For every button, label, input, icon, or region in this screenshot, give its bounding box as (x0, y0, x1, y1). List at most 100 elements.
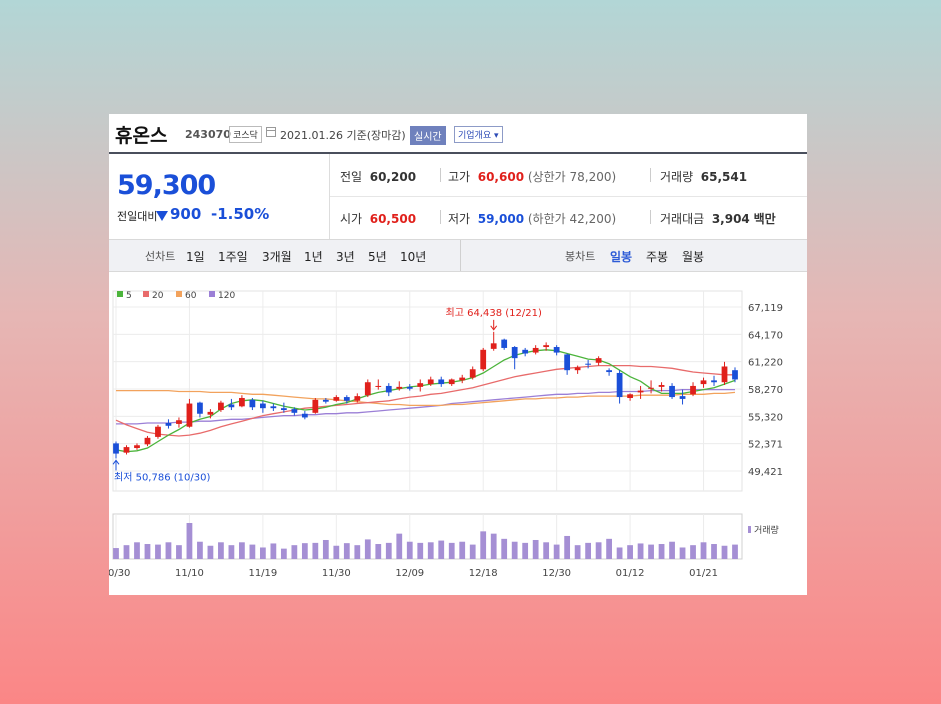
divider (650, 168, 651, 182)
candle-body (543, 345, 550, 348)
calendar-icon (266, 127, 276, 137)
candle-body (469, 369, 476, 378)
candle-body (732, 370, 738, 380)
volume-bar (259, 547, 266, 559)
volume-bar (616, 547, 623, 559)
volume-bar (417, 542, 424, 559)
volume-bar (291, 545, 298, 559)
ma-legend-label: 60 (185, 291, 197, 301)
line-chart-label: 선차트 (145, 250, 176, 263)
company-overview-button[interactable]: 기업개요 ▾ (454, 126, 503, 143)
volume-bar (721, 545, 728, 559)
volume-bar (144, 544, 151, 559)
volume-plot-area (112, 513, 743, 560)
volume-bar (197, 541, 203, 559)
candle-body (239, 397, 245, 407)
y-tick-label: 67,119 (748, 303, 783, 314)
open-price: 시가 60,500 (340, 210, 416, 227)
ma120-line (116, 388, 735, 425)
y-tick-label: 55,320 (748, 412, 783, 423)
candle-body (385, 385, 392, 393)
volume-label: 거래량 (660, 170, 694, 184)
y-tick-label: 61,220 (748, 358, 783, 369)
candle-body (417, 383, 424, 387)
y-tick-label: 49,421 (748, 467, 783, 478)
candle-body (511, 347, 518, 359)
candle-body (259, 403, 266, 409)
quote-date: 2021.01.26 기준(장마감) (280, 127, 406, 143)
y-tick-label: 52,371 (748, 440, 783, 451)
tab-5y[interactable]: 5년 (368, 250, 387, 264)
volume-bar (228, 545, 235, 559)
volume-bar (648, 544, 654, 559)
tab-3m[interactable]: 3개월 (262, 250, 292, 264)
candle-body (155, 426, 161, 437)
realtime-button[interactable]: 실시간 (410, 126, 446, 145)
candle-body (459, 377, 466, 381)
volume-bar (364, 539, 371, 559)
tab-monthly[interactable]: 월봉 (682, 250, 705, 264)
volume-bar (322, 539, 329, 559)
volume-bar (574, 545, 581, 559)
candle-body (186, 403, 193, 427)
change-label: 전일대비 (117, 210, 158, 223)
volume-bar (396, 533, 403, 559)
candle-body (301, 413, 308, 418)
chart-tab-bar: 선차트 1일 1주일 3개월 1년 3년 5년 10년 봉차트 일봉 주봉 월봉 (109, 239, 807, 272)
open-label: 시가 (340, 212, 363, 226)
candle-body (322, 399, 329, 402)
candle-body (606, 370, 612, 373)
candle-body (553, 347, 560, 353)
prev-close-value: 60,200 (369, 170, 417, 184)
candle-body (144, 437, 151, 445)
down-arrow-icon (156, 211, 168, 221)
volume-bar (301, 543, 308, 559)
low-arrowhead-icon (112, 459, 120, 465)
day-high: 고가 60,600 (상한가 78,200) (448, 168, 616, 185)
volume-bar (490, 533, 497, 559)
candle-body (721, 366, 728, 383)
volume-stat: 거래량 65,541 (660, 168, 747, 185)
tab-weekly[interactable]: 주봉 (646, 250, 669, 264)
candle-body (574, 367, 581, 371)
tab-3y[interactable]: 3년 (336, 250, 355, 264)
open-value: 60,500 (369, 212, 417, 226)
candle-body (406, 386, 413, 389)
volume-bar (113, 548, 119, 559)
candle-body (711, 380, 717, 383)
candle-body (123, 447, 130, 453)
volume-bar (333, 545, 340, 559)
volume-bar (480, 531, 487, 559)
volume-bar (459, 541, 466, 559)
tab-1d[interactable]: 1일 (186, 250, 205, 264)
tab-10y[interactable]: 10년 (400, 250, 427, 264)
tab-daily[interactable]: 일봉 (610, 250, 633, 264)
candle-body (343, 397, 350, 401)
volume-bar (270, 543, 277, 559)
basis-label: 기준(장마감) (346, 129, 406, 142)
volume-bar (658, 544, 665, 559)
candle-body (690, 385, 696, 395)
x-tick-label: 11/10 (175, 568, 204, 579)
candle-body (165, 423, 172, 426)
candle-body (249, 399, 256, 408)
candle-body (658, 385, 665, 387)
candle-body (354, 396, 361, 401)
divider (650, 210, 651, 224)
candle-body (627, 394, 633, 398)
high-label: 고가 (448, 170, 471, 184)
candle-body (595, 358, 602, 363)
tab-1w[interactable]: 1주일 (218, 250, 248, 264)
x-tick-label: 11/30 (322, 568, 351, 579)
volume-bar (553, 544, 560, 559)
current-price: 59,300 (117, 170, 216, 201)
volume-bar (690, 545, 696, 559)
low-label: 저가 (448, 212, 471, 226)
tab-1y[interactable]: 1년 (304, 250, 323, 264)
candle-body (291, 409, 298, 413)
prev-close-label: 전일 (340, 170, 363, 184)
volume-bar (448, 542, 455, 559)
volume-bar (165, 542, 172, 559)
stock-card: 휴온스 243070 코스닥 2021.01.26 기준(장마감) 실시간 기업… (109, 114, 807, 595)
volume-bar (669, 541, 675, 559)
